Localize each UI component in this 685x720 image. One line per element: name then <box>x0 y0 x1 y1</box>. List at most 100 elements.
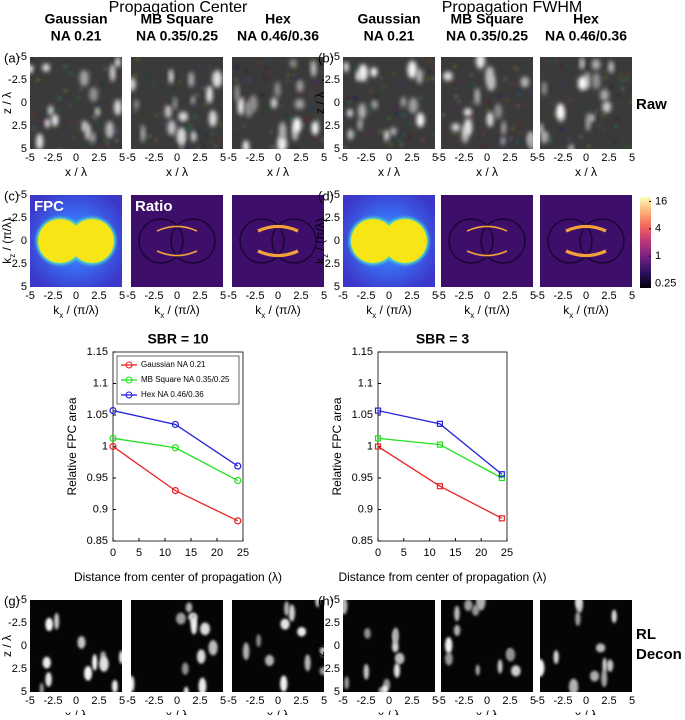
image-panel <box>441 195 533 287</box>
image-blob <box>451 123 461 132</box>
image-noise <box>502 76 507 81</box>
image-noise <box>364 79 369 84</box>
x-axis-label: Distance from center of propagation (λ) <box>338 570 546 584</box>
image-blob <box>444 637 453 654</box>
image-noise <box>74 148 79 149</box>
image-noise <box>240 96 245 101</box>
image-noise <box>303 117 308 122</box>
image-blob <box>358 64 368 82</box>
y-tick-label: 0.9 <box>93 503 108 515</box>
image-noise <box>409 57 414 62</box>
image-noise <box>48 119 53 124</box>
image-noise <box>60 105 65 110</box>
image-panel <box>131 57 223 149</box>
image-blob <box>585 113 591 132</box>
y-tick-label: -5 <box>330 189 340 201</box>
image-noise <box>310 106 315 111</box>
row-label: Raw <box>636 96 667 113</box>
image-panel <box>441 57 533 149</box>
image-blob <box>85 123 91 141</box>
axis-label: kx / (π/λ) <box>53 303 99 319</box>
image-noise <box>316 119 321 124</box>
image-blob <box>595 643 606 653</box>
y-axis-label: Relative FPC area <box>65 397 79 495</box>
image-noise <box>548 60 553 65</box>
image-noise <box>246 95 251 100</box>
header-left: Propagation Center <box>109 0 248 16</box>
image-noise <box>601 128 606 133</box>
image-bg <box>30 600 122 692</box>
image-blob <box>475 600 486 611</box>
y-tick-label: 5 <box>21 686 27 698</box>
column-title: NA 0.21 <box>364 28 415 44</box>
image-blob <box>36 133 44 149</box>
image-blob <box>279 121 287 140</box>
fpc-disk <box>70 219 114 263</box>
image-noise <box>624 77 629 82</box>
image-noise <box>114 75 119 80</box>
image-noise <box>368 130 373 135</box>
y-tick-label: 2.5 <box>325 258 340 270</box>
y-tick-label: -2.5 <box>8 212 27 224</box>
image-blob <box>486 111 494 127</box>
panel-letter: (c) <box>4 188 19 203</box>
image-blob <box>89 87 98 102</box>
y-tick-label: 2.5 <box>12 663 27 675</box>
x-tick-label: 2.5 <box>404 152 419 164</box>
x-tick-label: -5 <box>338 290 348 302</box>
y-tick-label: 0.85 <box>352 535 373 547</box>
image-noise <box>35 78 40 83</box>
image-noise <box>100 82 105 87</box>
x-tick-label: 15 <box>185 547 197 559</box>
image-noise <box>613 124 618 129</box>
image-noise <box>208 82 213 87</box>
x-tick-label: 15 <box>449 547 461 559</box>
ratio-ring <box>271 218 317 264</box>
image-noise <box>496 94 501 99</box>
panel-letter: (g) <box>4 593 20 608</box>
x-tick-label: 0 <box>375 547 381 559</box>
y-axis-label: Relative FPC area <box>330 397 344 495</box>
image-noise <box>486 106 491 111</box>
axis-label-part: x <box>261 311 265 320</box>
y-tick-label: 5 <box>334 281 340 293</box>
axis-label: kx / (π/λ) <box>366 303 412 319</box>
x-tick-label: -5 <box>25 152 35 164</box>
x-tick-label: 5 <box>119 695 125 707</box>
image-noise <box>515 121 520 126</box>
image-noise <box>264 67 269 72</box>
x-tick-label: -2.5 <box>44 695 63 707</box>
image-noise <box>500 116 505 121</box>
image-noise <box>450 105 455 110</box>
image-noise <box>469 72 474 77</box>
axis-label: x / λ <box>575 165 597 179</box>
x-tick-label: -2.5 <box>246 152 265 164</box>
x-tick-label: 5 <box>136 547 142 559</box>
y-tick-label: 1 <box>367 440 373 452</box>
x-tick-label: 2.5 <box>293 695 308 707</box>
image-noise <box>397 131 402 136</box>
image-noise <box>245 92 250 97</box>
x-tick-label: -5 <box>126 290 136 302</box>
legend-label: Hex NA 0.46/0.36 <box>141 390 204 399</box>
y-tick-label: -2.5 <box>321 74 340 86</box>
image-blob <box>602 657 607 674</box>
image-panel <box>232 195 324 287</box>
image-noise <box>481 131 486 136</box>
image-blob <box>553 650 559 664</box>
x-tick-label: 2.5 <box>404 290 419 302</box>
marker <box>498 474 505 482</box>
image-noise <box>97 144 102 149</box>
marker <box>109 406 117 415</box>
x-tick-label: 5 <box>432 152 438 164</box>
image-blob <box>400 96 407 108</box>
image-blob <box>364 627 371 639</box>
image-noise <box>315 135 320 140</box>
image-blob <box>310 60 317 77</box>
y-tick-label: 2.5 <box>12 258 27 270</box>
image-noise <box>618 75 623 80</box>
image-blob <box>234 84 240 102</box>
image-blob <box>284 601 290 616</box>
marker <box>234 462 242 470</box>
x-tick-label: 5 <box>629 152 635 164</box>
